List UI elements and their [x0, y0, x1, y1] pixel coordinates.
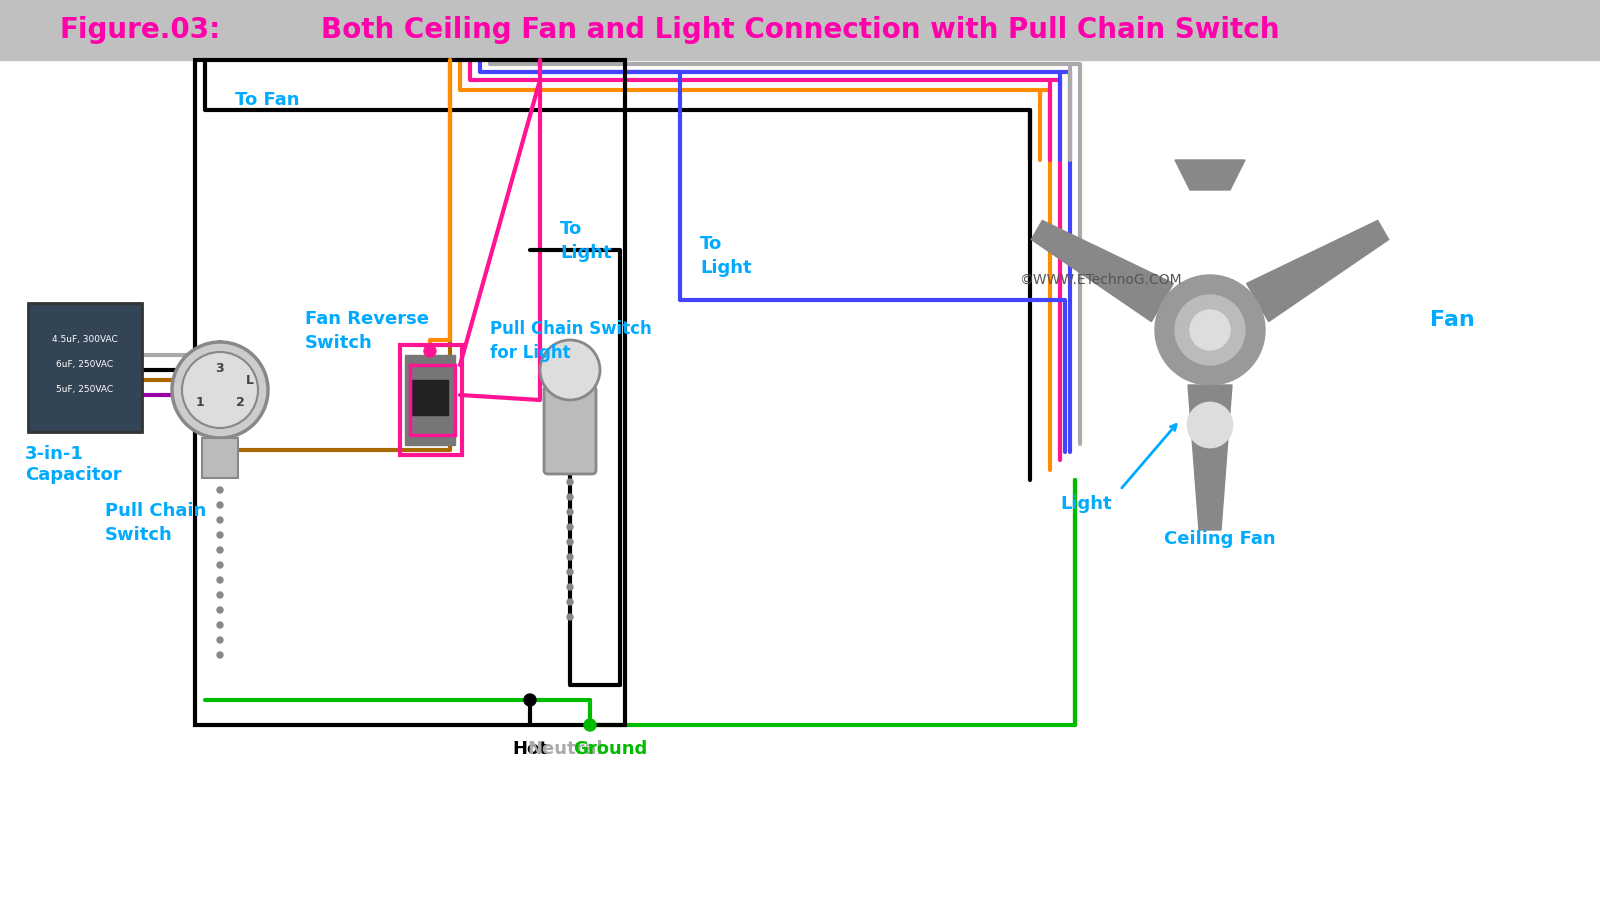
- Bar: [0, 0, 1600, 60]
- Text: 1: 1: [195, 395, 205, 409]
- Bar: [400, 345, 462, 455]
- Circle shape: [218, 577, 222, 583]
- Circle shape: [584, 719, 595, 731]
- Text: Pull Chain
Switch: Pull Chain Switch: [106, 502, 206, 544]
- Circle shape: [218, 487, 222, 493]
- Polygon shape: [1174, 160, 1245, 190]
- Circle shape: [566, 494, 573, 500]
- Text: Fan Reverse
Switch: Fan Reverse Switch: [306, 310, 429, 352]
- Text: L: L: [246, 374, 254, 386]
- Circle shape: [566, 599, 573, 605]
- Circle shape: [1174, 295, 1245, 365]
- Circle shape: [566, 539, 573, 545]
- Circle shape: [218, 637, 222, 643]
- Text: Hot: Hot: [512, 740, 547, 758]
- Polygon shape: [1246, 220, 1389, 321]
- Circle shape: [182, 352, 258, 428]
- Circle shape: [218, 547, 222, 553]
- Bar: [410, 365, 454, 435]
- Polygon shape: [1032, 220, 1173, 321]
- Text: To
Light: To Light: [701, 235, 752, 276]
- Text: ©WWW.ETechnoG.COM: ©WWW.ETechnoG.COM: [1019, 273, 1181, 287]
- Circle shape: [566, 584, 573, 590]
- Text: Light: Light: [1059, 495, 1112, 513]
- Text: Neutral: Neutral: [526, 740, 603, 758]
- FancyBboxPatch shape: [544, 386, 595, 474]
- Circle shape: [218, 652, 222, 658]
- Circle shape: [566, 554, 573, 560]
- Bar: [202, 438, 238, 478]
- Text: To Fan: To Fan: [235, 91, 299, 109]
- Bar: [195, 60, 626, 725]
- Text: 3: 3: [216, 362, 224, 374]
- Circle shape: [541, 340, 600, 400]
- Circle shape: [1190, 310, 1230, 350]
- Circle shape: [525, 694, 536, 706]
- Circle shape: [218, 622, 222, 628]
- Text: Ceiling Fan: Ceiling Fan: [1165, 530, 1275, 548]
- Bar: [405, 355, 454, 445]
- Text: 4.5uF, 300VAC: 4.5uF, 300VAC: [53, 335, 118, 344]
- Circle shape: [1187, 403, 1232, 447]
- Text: 6uF, 250VAC: 6uF, 250VAC: [56, 360, 114, 369]
- Circle shape: [566, 569, 573, 575]
- Circle shape: [566, 614, 573, 620]
- Circle shape: [173, 342, 269, 438]
- FancyBboxPatch shape: [29, 303, 142, 432]
- Text: To
Light: To Light: [560, 220, 611, 262]
- Circle shape: [218, 607, 222, 613]
- Text: Ground: Ground: [573, 740, 646, 758]
- Text: Figure.03:: Figure.03:: [61, 16, 221, 44]
- Text: Both Ceiling Fan and Light Connection with Pull Chain Switch: Both Ceiling Fan and Light Connection wi…: [320, 16, 1280, 44]
- Circle shape: [566, 509, 573, 515]
- Circle shape: [218, 562, 222, 568]
- Circle shape: [218, 517, 222, 523]
- Polygon shape: [1187, 385, 1232, 530]
- Circle shape: [424, 345, 435, 357]
- Text: Pull Chain Switch
for Light: Pull Chain Switch for Light: [490, 320, 651, 362]
- Text: 5uF, 250VAC: 5uF, 250VAC: [56, 385, 114, 394]
- Text: 2: 2: [235, 395, 245, 409]
- Circle shape: [1155, 275, 1266, 385]
- Bar: [413, 380, 448, 415]
- Circle shape: [566, 524, 573, 530]
- Text: 3-in-1
Capacitor: 3-in-1 Capacitor: [26, 445, 122, 484]
- Circle shape: [218, 502, 222, 508]
- Circle shape: [218, 592, 222, 598]
- Circle shape: [566, 479, 573, 485]
- Circle shape: [218, 532, 222, 538]
- Text: Fan: Fan: [1430, 310, 1475, 330]
- Bar: [1205, 385, 1214, 415]
